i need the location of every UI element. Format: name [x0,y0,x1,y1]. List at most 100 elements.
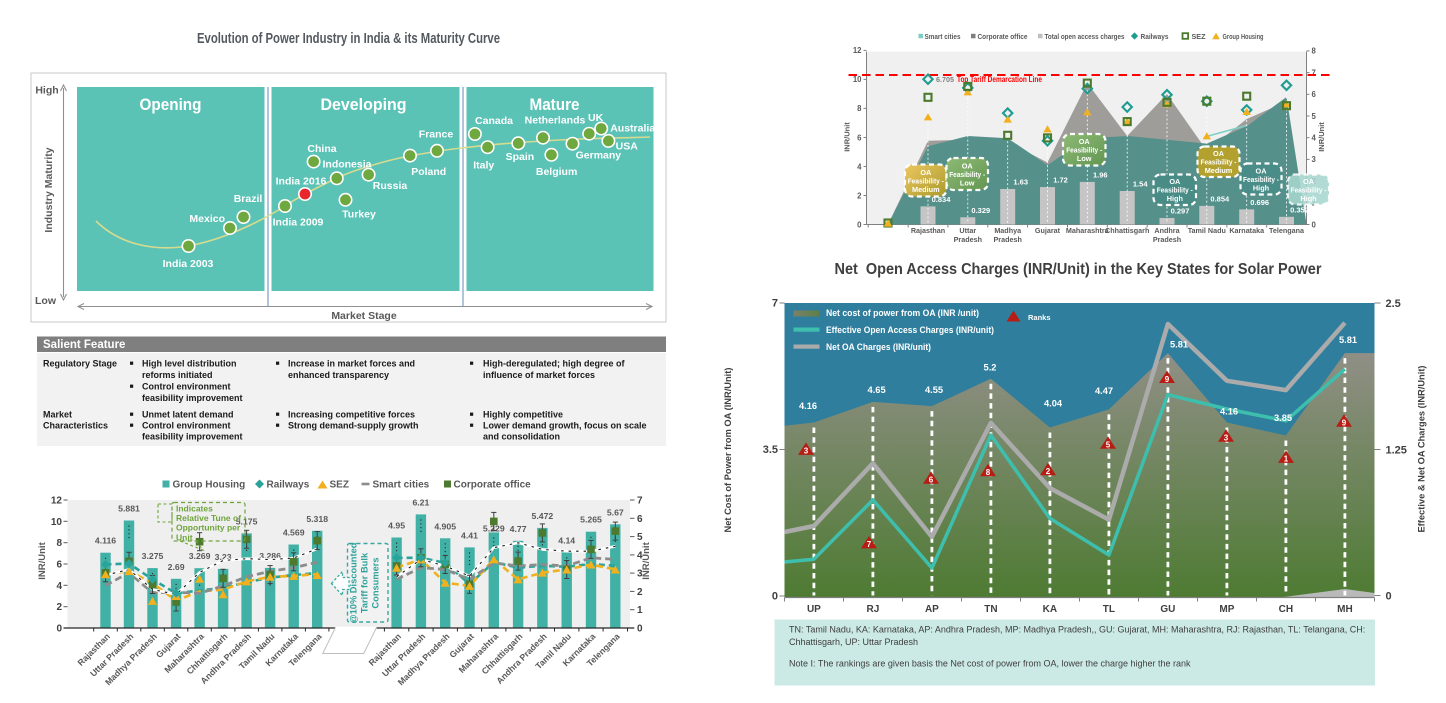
svg-text:Ranks: Ranks [1028,313,1051,322]
svg-text:0.297: 0.297 [1171,207,1190,216]
svg-text:0.329: 0.329 [971,206,990,215]
svg-text:OA: OA [1213,149,1225,158]
svg-text:AP: AP [925,604,939,615]
svg-text:Control environment: Control environment [142,421,231,431]
svg-text:Tariff for Bulk: Tariff for Bulk [360,552,370,613]
svg-text:5: 5 [1106,441,1111,450]
svg-text:Belgium: Belgium [536,166,577,178]
svg-text:1.25: 1.25 [1386,445,1407,457]
svg-text:INR/Unit: INR/Unit [843,122,852,152]
svg-text:4.116: 4.116 [95,536,116,546]
svg-text:Unit: Unit [176,532,193,542]
svg-text:Karnataka: Karnataka [1229,226,1265,235]
svg-text:2: 2 [56,602,62,613]
svg-text:Corporate office: Corporate office [978,32,1028,41]
svg-text:Feasibility -: Feasibility - [908,176,944,185]
svg-text:3.269: 3.269 [189,551,211,561]
svg-text:feasibility improvement: feasibility improvement [142,393,243,403]
svg-text:2.69: 2.69 [168,562,185,572]
svg-text:France: France [419,129,454,141]
svg-text:3: 3 [1224,434,1229,443]
svg-text:Increasing competitive forces: Increasing competitive forces [288,410,415,420]
svg-text:India 2009: India 2009 [273,217,324,229]
svg-text:Evolution of Power Industry in: Evolution of Power Industry in India & i… [197,31,500,47]
svg-text:5.265: 5.265 [580,515,602,525]
svg-text:INR/Unit: INR/Unit [641,541,652,579]
svg-text:OA: OA [1303,177,1315,186]
svg-text:4.905: 4.905 [434,521,456,531]
svg-text:Relative Tune of: Relative Tune of [176,513,241,523]
svg-text:UP: UP [807,604,821,615]
svg-text:2.5: 2.5 [1386,298,1401,310]
svg-text:0.696: 0.696 [1250,198,1269,207]
svg-text:SEZ: SEZ [330,480,349,491]
svg-text:10: 10 [853,75,862,84]
svg-text:3: 3 [804,447,809,456]
svg-text:Group Housing: Group Housing [1223,32,1264,41]
svg-text:4.569: 4.569 [283,528,305,538]
svg-text:Feasibility -: Feasibility - [1066,146,1102,155]
svg-text:8: 8 [857,104,862,113]
svg-text:CH: CH [1279,604,1293,615]
svg-text:Salient Feature: Salient Feature [43,339,125,351]
svg-text:Poland: Poland [411,166,446,178]
svg-text:7: 7 [772,298,778,310]
svg-text:Top Tariff Demarcation Line: Top Tariff Demarcation Line [957,75,1043,84]
svg-text:Market Stage: Market Stage [331,310,397,322]
svg-text:Low: Low [35,295,57,307]
svg-text:0.834: 0.834 [932,195,952,204]
svg-text:4: 4 [1312,134,1317,143]
svg-text:1.54: 1.54 [1133,180,1148,189]
svg-text:Chhattisgarh: Chhattisgarh [1105,226,1149,235]
svg-text:China: China [307,143,336,155]
svg-text:4.16: 4.16 [1220,407,1238,417]
svg-text:India 2016: India 2016 [276,176,327,188]
svg-text:5.2: 5.2 [984,363,997,373]
svg-text:India 2003: India 2003 [163,258,214,270]
svg-text:1.63: 1.63 [1013,178,1028,187]
svg-text:KA: KA [1043,604,1057,615]
svg-text:reforms initiated: reforms initiated [142,370,213,380]
svg-text:Gujarat: Gujarat [1035,226,1061,235]
svg-text:Effective & Net OA Charges (IN: Effective & Net OA Charges (INR/Unit) [1417,365,1427,532]
svg-text:7: 7 [1312,68,1316,77]
svg-text:Mexico: Mexico [189,213,225,225]
svg-text:Unmet latent demand: Unmet latent demand [142,410,234,420]
svg-text:5.881: 5.881 [118,504,140,514]
svg-text:12: 12 [853,46,862,55]
svg-text:2: 2 [857,191,862,200]
svg-text:Andhra: Andhra [1154,226,1180,235]
svg-text:5.318: 5.318 [306,514,328,524]
svg-text:MP: MP [1219,604,1234,615]
svg-text:Low: Low [1077,154,1092,163]
svg-text:USA: USA [616,141,639,153]
svg-text:Low: Low [960,178,975,187]
svg-text:1: 1 [637,605,643,616]
svg-text:UK: UK [588,112,604,124]
svg-text:3.286: 3.286 [259,551,281,561]
svg-text:6: 6 [637,514,643,525]
svg-text:High-deregulated; high degree: High-deregulated; high degree of [483,359,626,369]
svg-text:Smart cities: Smart cities [373,480,430,491]
svg-text:Railways: Railways [1141,32,1169,41]
svg-text:TN: Tamil Nadu, KA: Karnataka,: TN: Tamil Nadu, KA: Karnataka, AP: Andhr… [789,625,1365,635]
svg-text:3: 3 [637,569,643,580]
svg-text:Smart cities: Smart cities [925,32,961,41]
svg-text:Pradesh: Pradesh [954,235,982,244]
svg-text:2: 2 [637,587,643,598]
svg-text:Strong demand-supply growth: Strong demand-supply growth [288,421,419,431]
svg-text:High: High [1300,194,1316,203]
svg-text:4: 4 [857,162,862,171]
svg-text:6: 6 [56,560,62,571]
svg-text:6.21: 6.21 [412,497,429,507]
svg-text:4.95: 4.95 [388,521,405,531]
svg-text:8: 8 [1312,47,1317,56]
svg-text:OA: OA [1169,177,1181,186]
svg-text:4.16: 4.16 [799,401,817,411]
svg-text:0: 0 [857,220,862,229]
svg-text:6: 6 [1312,90,1317,99]
svg-text:3.275: 3.275 [142,551,164,561]
svg-text:INR/Unit: INR/Unit [37,541,48,579]
svg-text:Railways: Railways [267,480,310,491]
svg-text:Uttar: Uttar [959,226,976,235]
